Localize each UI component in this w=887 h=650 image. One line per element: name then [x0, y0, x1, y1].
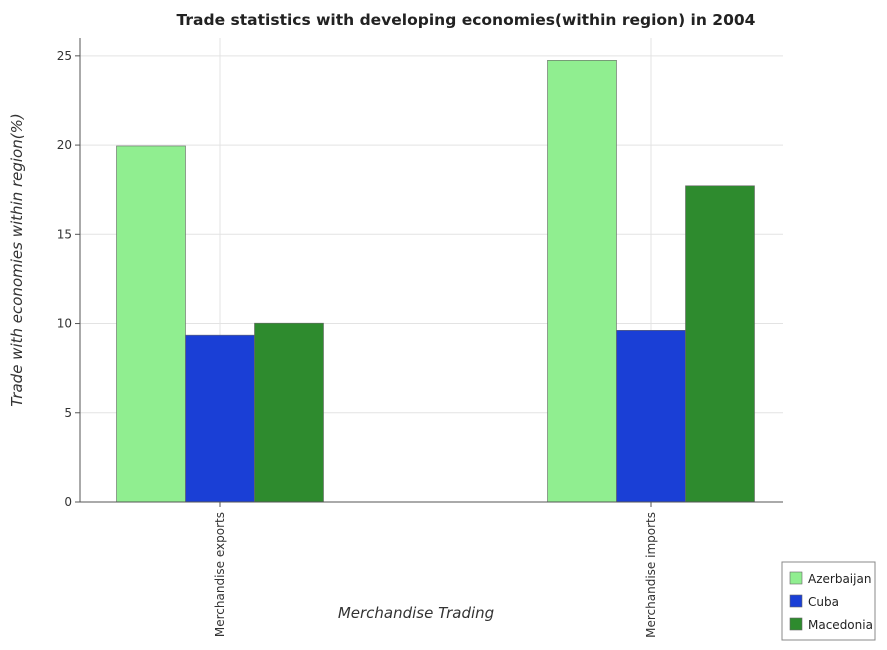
bar-azerbaijan-1: [116, 145, 186, 503]
legend-swatch: [789, 617, 803, 631]
x-tick-label: Merchandise exports: [213, 512, 227, 637]
bars: [116, 60, 755, 503]
y-tick-label: 20: [57, 138, 72, 152]
bar-cuba-2: [616, 330, 686, 503]
bar-macedonia-2: [685, 185, 755, 503]
y-ticks: 0 5 10 15 20 25: [57, 49, 80, 509]
bar-azerbaijan-2: [547, 60, 617, 503]
legend-swatch: [789, 594, 803, 608]
y-axis-title: Trade with economies within region(%): [8, 113, 26, 406]
legend-label: Azerbaijan: [808, 572, 871, 586]
x-tick-label: Merchandise imports: [644, 512, 658, 638]
legend-label: Cuba: [808, 595, 839, 609]
y-tick-label: 5: [64, 406, 72, 420]
x-axis-title: Merchandise Trading: [338, 604, 494, 622]
legend-swatch: [789, 571, 803, 585]
y-tick-label: 0: [64, 495, 72, 509]
bar-macedonia-1: [254, 322, 324, 503]
x-ticks: Merchandise exports Merchandise imports: [213, 502, 658, 638]
y-tick-label: 25: [57, 49, 72, 63]
axes: [79, 38, 783, 503]
legend-label: Macedonia: [808, 618, 873, 632]
legend: Azerbaijan Cuba Macedonia: [781, 561, 876, 641]
chart-title: Trade statistics with developing economi…: [177, 11, 756, 29]
y-tick-label: 10: [57, 317, 72, 331]
bar-cuba-1: [185, 334, 255, 503]
y-tick-label: 15: [57, 227, 72, 241]
